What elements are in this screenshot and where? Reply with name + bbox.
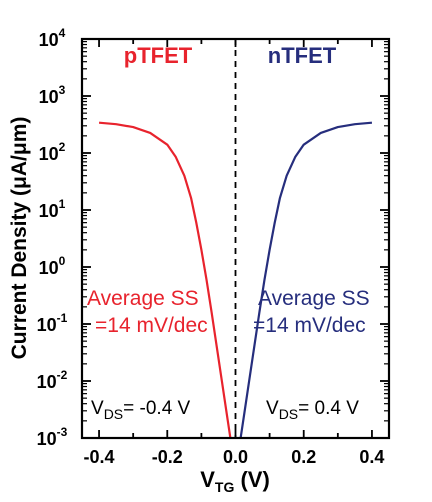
- n-vds-sub: DS: [279, 406, 298, 422]
- y-tick-base: 10: [39, 87, 59, 107]
- y-tick-base: 10: [39, 144, 59, 164]
- y-tick-exp: -1: [57, 311, 68, 325]
- y-tick-exp: 0: [59, 254, 66, 268]
- x-axis-title-unit: (V): [234, 467, 269, 492]
- n-ss-line2: =14 mV/dec: [253, 314, 366, 337]
- y-tick-exp: -3: [57, 425, 68, 439]
- p-vds-label: VDS= -0.4 V: [91, 398, 191, 422]
- y-tick-label: 10-2: [37, 368, 68, 392]
- p-vds-main: V: [91, 398, 104, 419]
- n-vds-label: VDS= 0.4 V: [266, 398, 359, 422]
- p-vds-value: = -0.4 V: [123, 398, 190, 419]
- y-tick-base: 10: [37, 315, 57, 335]
- x-tick-label: 0.2: [291, 447, 316, 467]
- x-tick-label: -0.2: [152, 447, 183, 467]
- y-tick-exp: 2: [59, 140, 66, 154]
- y-tick-exp: 3: [59, 83, 66, 97]
- n-ss-line1: Average SS: [258, 287, 370, 310]
- x-axis-title-sub: TG: [215, 479, 235, 495]
- series-label-ptfet: pTFET: [124, 43, 193, 68]
- y-tick-label: 10-3: [37, 425, 68, 449]
- x-tick-label: -0.4: [84, 447, 115, 467]
- x-tick-label: 0.0: [223, 447, 248, 467]
- y-tick-base: 10: [39, 258, 59, 278]
- p-ss-line2: =14 mV/dec: [95, 314, 208, 337]
- y-tick-label: 103: [39, 83, 66, 107]
- ticks: -0.4 -0.2 0.0 0.2 0.410-310-210-110010110210…: [37, 26, 389, 467]
- y-tick-exp: 4: [59, 26, 66, 40]
- series-label-ntfet: nTFET: [268, 43, 337, 68]
- p-vds-sub: DS: [104, 406, 123, 422]
- series-line-ptfet: [98, 121, 232, 438]
- y-tick-base: 10: [37, 429, 57, 449]
- x-axis-title-main: V: [200, 467, 215, 492]
- y-tick-exp: 1: [59, 197, 66, 211]
- n-vds-value: = 0.4 V: [298, 398, 359, 419]
- p-ss-line1: Average SS: [87, 287, 199, 310]
- x-axis-title: VTG (V): [200, 467, 270, 495]
- y-tick-label: 101: [39, 197, 66, 221]
- plot-marks: [98, 39, 373, 438]
- y-tick-label: 100: [39, 254, 66, 278]
- x-tick-label: 0.4: [359, 447, 384, 467]
- y-tick-base: 10: [39, 201, 59, 221]
- y-tick-base: 10: [37, 372, 57, 392]
- y-tick-label: 104: [39, 26, 66, 50]
- y-tick-label: 102: [39, 140, 66, 164]
- series-line-ntfet: [239, 121, 373, 438]
- y-tick-base: 10: [39, 30, 59, 50]
- n-vds-main: V: [266, 398, 279, 419]
- y-tick-label: 10-1: [37, 311, 68, 335]
- y-tick-exp: -2: [57, 368, 68, 382]
- y-axis-title: Current Density (μA/μm): [8, 117, 31, 360]
